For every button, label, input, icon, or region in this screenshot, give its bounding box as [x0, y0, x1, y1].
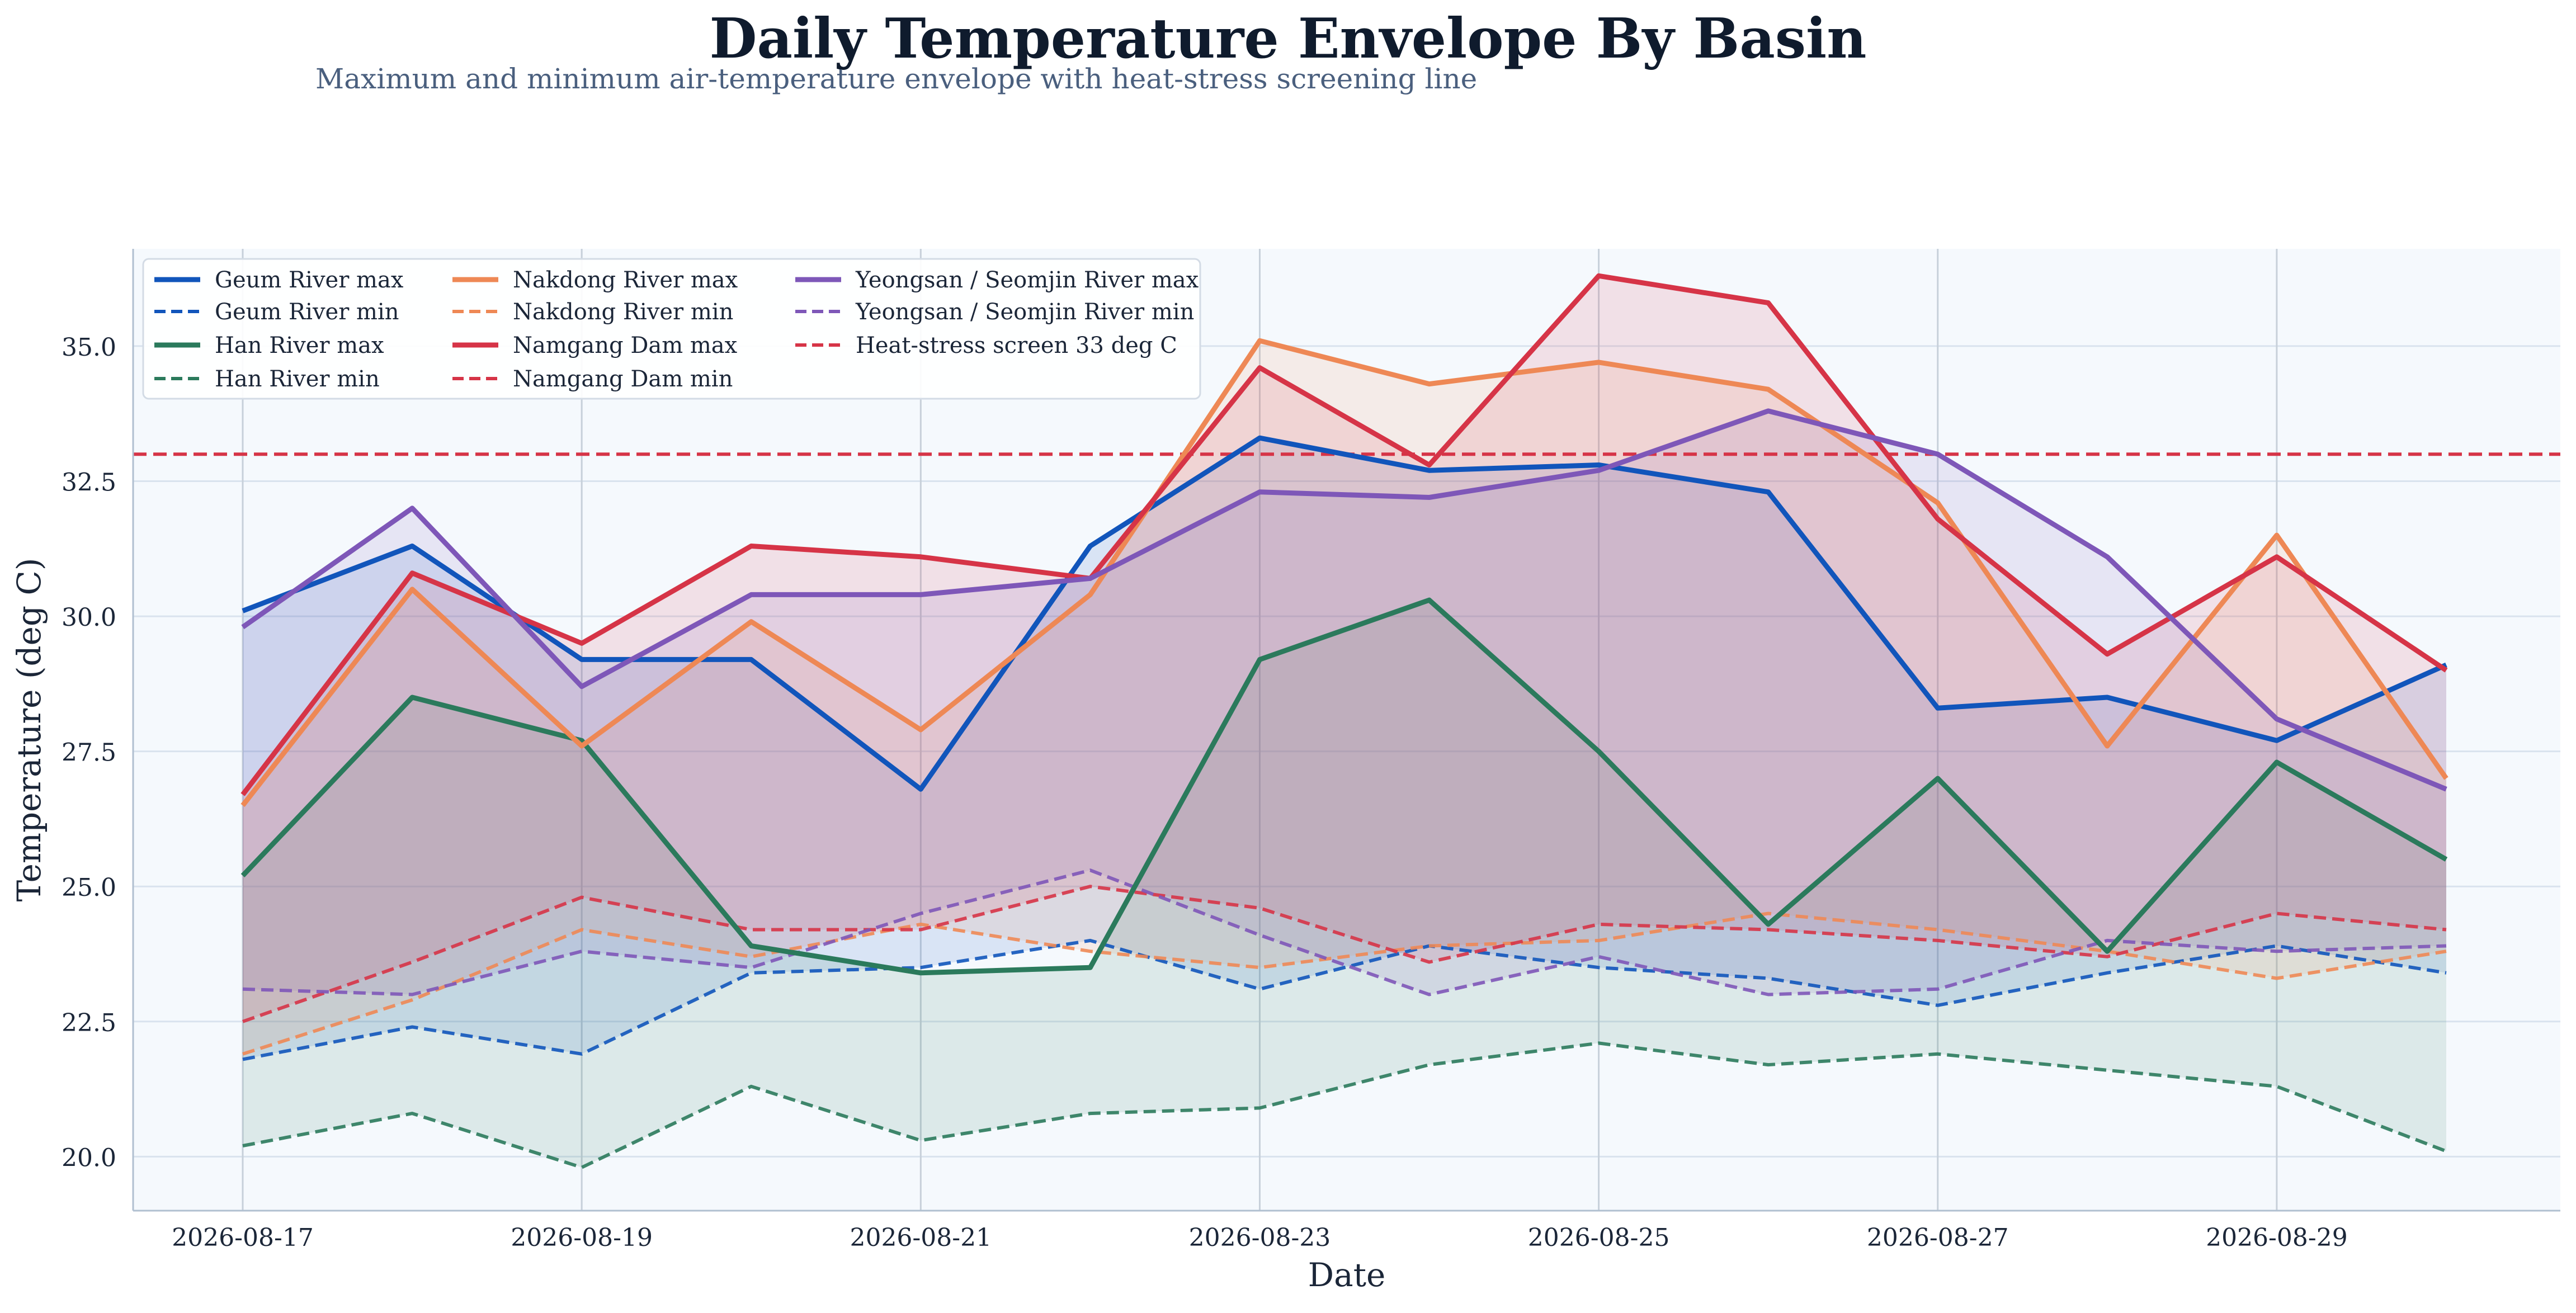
legend-label-geum-river-min: Geum River min [215, 299, 399, 325]
chart-title: Daily Temperature Envelope By Basin [709, 7, 1867, 71]
namgang-dam-min-line [242, 885, 2447, 1023]
geum-river-max-line [242, 435, 2447, 792]
x-tick-label: 2026-08-17 [172, 1224, 314, 1252]
yeongsan-seomjin-river-min-line [242, 868, 2447, 996]
chart-subtitle: Maximum and minimum air-temperature enve… [315, 63, 1478, 95]
namgang-dam-max-line [240, 273, 2448, 796]
x-tick-label: 2026-08-21 [850, 1224, 992, 1252]
nakdong-river-max-line [240, 338, 2448, 807]
x-tick-label: 2026-08-25 [1528, 1224, 1670, 1252]
y-tick-label: 25.0 [62, 873, 116, 902]
x-tick-label: 2026-08-27 [1867, 1224, 2009, 1252]
grid-lines [133, 249, 2560, 1211]
han-river-max-line [240, 597, 2448, 976]
y-tick-label: 27.5 [62, 739, 116, 767]
y-tick-label: 20.0 [62, 1144, 116, 1172]
legend-label-nakdong-river-min: Nakdong River min [513, 299, 733, 325]
legend-label-heat-stress-screen-33-deg-c: Heat-stress screen 33 deg C [856, 333, 1177, 358]
x-tick-label: 2026-08-29 [2206, 1224, 2348, 1252]
geum-river-min-line [242, 938, 2447, 1061]
han-river-envelope-fill [243, 600, 2446, 1168]
legend-label-nakdong-river-max: Nakdong River max [513, 267, 738, 293]
yeongsan-seomjin-river-envelope-fill [243, 410, 2446, 995]
envelope-fills [243, 276, 2446, 1168]
legend-label-han-river-max: Han River max [215, 333, 384, 358]
series-lines [240, 273, 2448, 1169]
x-tick-label: 2026-08-23 [1189, 1224, 1331, 1252]
y-tick-label: 22.5 [62, 1009, 116, 1037]
namgang-dam-envelope-fill [243, 276, 2446, 1022]
legend-label-yeongsan-seomjin-river-min: Yeongsan / Seomjin River min [855, 299, 1194, 325]
legend-label-geum-river-max: Geum River max [215, 267, 404, 293]
legend-label-namgang-dam-max: Namgang Dam max [513, 333, 738, 358]
han-river-min-line [242, 1041, 2447, 1169]
y-tick-label: 35.0 [62, 333, 116, 362]
nakdong-river-envelope-fill [243, 341, 2446, 1054]
legend-label-namgang-dam-min: Namgang Dam min [513, 366, 733, 392]
y-tick-labels: 20.0 22.5 25.0 27.5 30.0 32.5 35.0 [62, 333, 116, 1172]
x-tick-label: 2026-08-19 [511, 1224, 653, 1252]
legend-label-yeongsan-seomjin-river-max: Yeongsan / Seomjin River max [855, 267, 1199, 293]
geum-river-envelope-fill [243, 438, 2446, 1060]
x-axis-label: Date [1308, 1256, 1386, 1294]
y-tick-label: 32.5 [62, 469, 116, 497]
legend: Geum River max Geum River min Han River ma… [142, 258, 1201, 400]
y-tick-label: 30.0 [62, 603, 116, 632]
yeongsan-seomjin-river-max-line [241, 408, 2447, 792]
y-axis-label: Temperature (deg C) [10, 558, 48, 901]
x-tick-labels: 2026-08-17 2026-08-19 2026-08-21 2026-08-23… [172, 1224, 2348, 1252]
legend-box [142, 258, 1201, 400]
legend-label-han-river-min: Han River min [215, 366, 380, 392]
